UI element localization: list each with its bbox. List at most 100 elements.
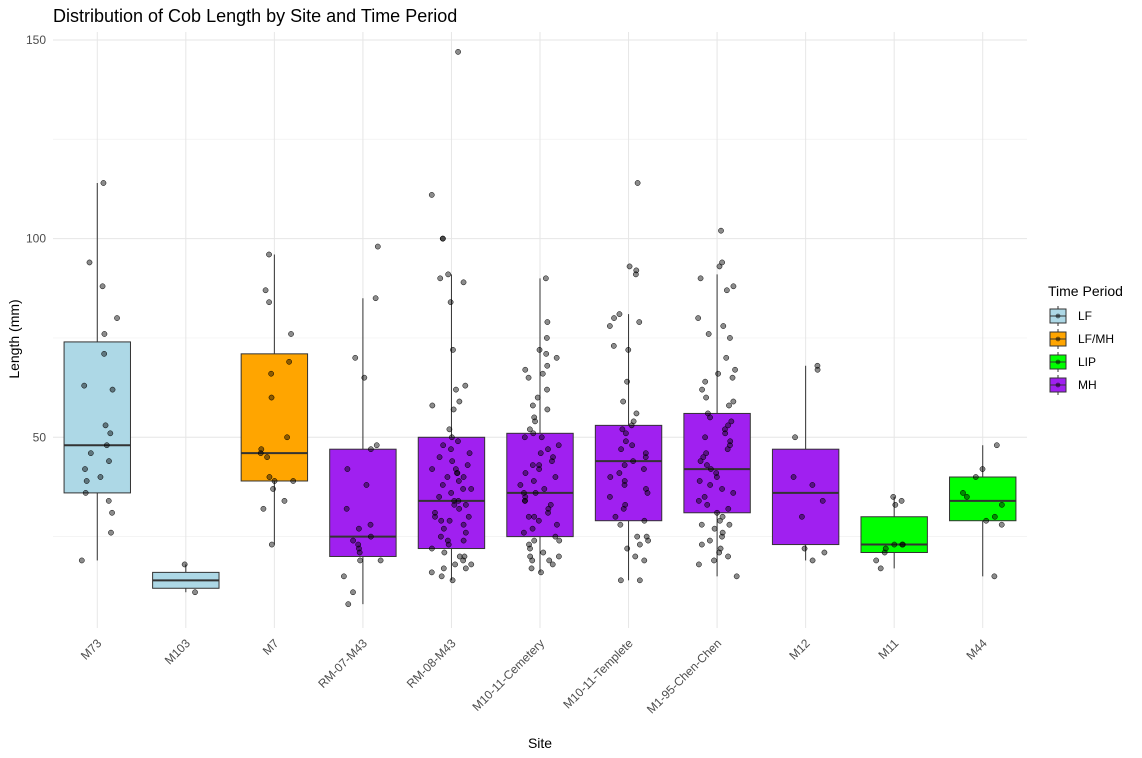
data-point [460, 279, 467, 286]
data-point [698, 521, 705, 528]
y-tick-label: 100 [26, 232, 46, 246]
data-point [697, 458, 704, 464]
data-point [556, 553, 562, 560]
data-point [446, 517, 453, 524]
data-point [460, 557, 467, 564]
x-tick-label: RM-07-M43 [315, 636, 370, 691]
data-point [900, 541, 906, 548]
data-point [877, 565, 884, 572]
data-point [86, 259, 93, 266]
data-point [460, 474, 467, 480]
data-point [281, 498, 288, 504]
x-tick-label: M7 [260, 636, 282, 658]
data-point [891, 541, 898, 548]
x-tick-label: M1-95-Chen-Chen [644, 636, 724, 716]
data-point [538, 569, 544, 576]
data-point [97, 474, 104, 480]
data-point [468, 486, 475, 492]
data-point [545, 509, 551, 516]
chart-title: Distribution of Cob Length by Site and T… [53, 6, 457, 26]
data-point [373, 442, 380, 449]
data-point [541, 486, 548, 492]
data-point [368, 533, 374, 540]
data-point [728, 418, 735, 425]
data-point [537, 450, 544, 457]
data-point [529, 462, 536, 468]
data-point [345, 601, 352, 608]
data-point [618, 577, 624, 584]
data-point [288, 331, 294, 337]
data-point [372, 295, 379, 302]
data-point [722, 426, 728, 433]
data-point [521, 529, 527, 536]
data-point [109, 386, 116, 393]
data-point [991, 573, 998, 580]
data-point [727, 335, 733, 341]
legend-title: Time Period [1048, 283, 1123, 299]
data-point [702, 434, 708, 441]
data-point [700, 454, 707, 460]
data-point [725, 422, 731, 429]
box-RM-08-M43 [417, 436, 486, 550]
data-point [717, 517, 723, 524]
data-point [799, 513, 805, 520]
data-point [719, 486, 725, 492]
data-point [264, 454, 270, 460]
data-point [451, 498, 458, 504]
data-point [525, 513, 532, 520]
data-point [517, 482, 524, 488]
data-point [620, 505, 627, 512]
data-point [628, 422, 635, 429]
y-axis: 50 100 150 [26, 33, 46, 444]
data-point [552, 474, 559, 480]
data-point [873, 557, 880, 564]
data-point [719, 533, 725, 540]
data-point [525, 374, 532, 381]
box-M10-11-Templete [594, 424, 663, 522]
data-point [621, 482, 628, 488]
data-point [699, 386, 705, 393]
data-point [374, 243, 381, 250]
data-point [898, 498, 905, 504]
y-tick-label: 50 [33, 430, 47, 444]
data-point [439, 235, 446, 242]
data-point [101, 350, 108, 357]
data-point [99, 283, 106, 290]
data-point [624, 545, 631, 552]
data-point [455, 478, 462, 484]
data-point [438, 573, 445, 580]
data-point [114, 315, 120, 321]
data-point [964, 494, 970, 500]
box-M1-95-Chen-Chen [683, 412, 751, 514]
legend-key-point [1055, 382, 1061, 388]
data-point [707, 537, 713, 544]
data-point [530, 478, 537, 484]
data-point [462, 382, 469, 389]
data-point [429, 545, 435, 552]
x-tick-label: M44 [963, 636, 990, 663]
box-M12 [771, 448, 840, 546]
data-point [466, 450, 473, 457]
data-point [522, 498, 528, 504]
data-point [719, 513, 726, 520]
data-point [991, 513, 998, 520]
data-point [101, 331, 108, 337]
x-axis: M73 M103 M7 RM-07-M43 RM-08-M43 M10-11-Cemete… [78, 636, 990, 716]
data-point [451, 501, 458, 508]
data-point [82, 490, 89, 496]
data-point [707, 482, 713, 488]
data-point [960, 490, 966, 496]
data-point [979, 466, 986, 472]
data-point [545, 446, 551, 453]
data-point [636, 319, 643, 325]
data-point [356, 525, 362, 532]
data-point [702, 378, 709, 385]
data-point [539, 370, 546, 377]
data-point [705, 331, 712, 337]
data-point [439, 482, 446, 488]
data-point [286, 358, 292, 365]
data-point [711, 557, 717, 564]
data-point [543, 350, 550, 357]
data-point [463, 501, 469, 508]
